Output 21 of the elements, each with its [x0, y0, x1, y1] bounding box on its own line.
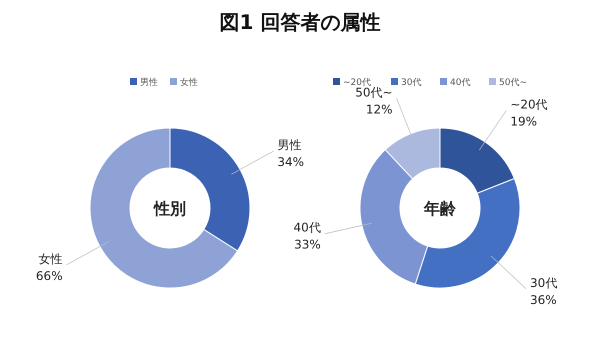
legend-label: ~20代 [343, 77, 371, 88]
chart-title: 図1 回答者の属性 [220, 10, 380, 34]
legend-label: 40代 [450, 77, 470, 88]
data-label: 34% [277, 155, 304, 170]
data-label: 36% [530, 292, 557, 307]
slice-label: 40代 [294, 220, 321, 235]
slice-label: 女性 [38, 252, 63, 266]
data-label: 12% [366, 102, 393, 116]
text: 性別 [153, 199, 186, 218]
data-label: 33% [294, 238, 321, 252]
data-label: 66% [36, 268, 63, 283]
slice-label: 30代 [530, 276, 558, 290]
legend-label: 女性 [180, 77, 198, 88]
slice-label: 50代~ [355, 85, 393, 100]
slice-label: 男性 [277, 138, 302, 152]
data-label: 19% [510, 114, 537, 128]
legend-label: 男性 [140, 77, 158, 88]
text: 年齢 [423, 199, 457, 218]
legend-label: 50代~ [499, 77, 527, 88]
slice-label: ~20代 [510, 97, 548, 112]
legend-label: 30代 [401, 77, 422, 88]
